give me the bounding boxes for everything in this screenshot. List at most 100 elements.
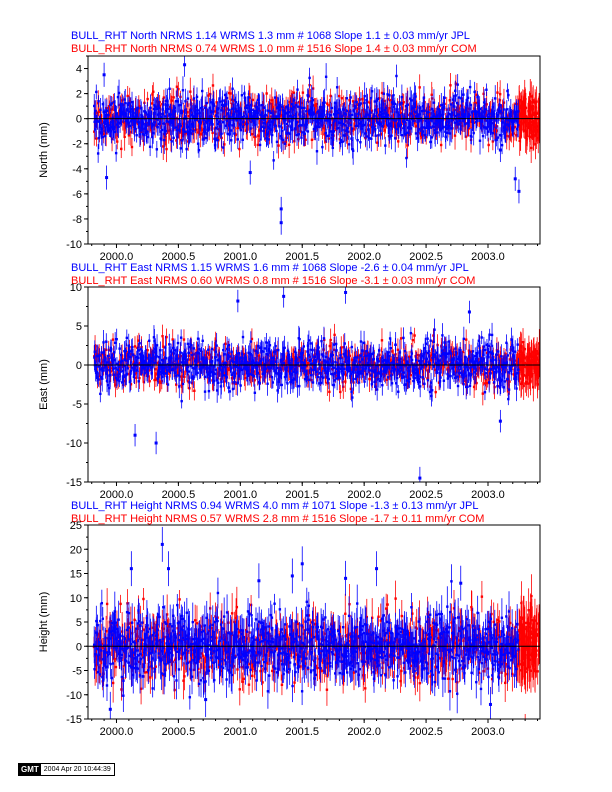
data-point — [242, 114, 246, 118]
data-point — [462, 114, 465, 117]
data-point — [529, 113, 532, 117]
data-point — [399, 112, 402, 115]
data-point — [372, 125, 376, 129]
data-point — [477, 111, 481, 114]
data-point — [456, 370, 459, 373]
data-point — [529, 92, 532, 96]
data-point — [187, 132, 190, 136]
data-point — [426, 126, 429, 130]
data-point — [217, 107, 220, 110]
data-point — [366, 105, 369, 109]
data-point — [96, 152, 100, 155]
data-point — [128, 110, 132, 113]
data-point — [104, 134, 107, 138]
data-point — [110, 348, 113, 351]
data-point — [524, 365, 528, 369]
data-point — [224, 342, 227, 346]
data-point — [258, 143, 262, 147]
data-point — [485, 381, 488, 385]
data-point — [396, 127, 399, 131]
data-point — [526, 116, 530, 120]
data-point — [517, 123, 520, 127]
data-point — [204, 106, 207, 109]
data-point — [315, 102, 319, 106]
data-point — [537, 106, 540, 110]
data-point — [538, 360, 540, 363]
data-point — [120, 110, 124, 114]
data-point — [104, 118, 108, 122]
data-point — [451, 351, 454, 354]
data-point — [338, 94, 341, 98]
data-point — [195, 112, 199, 115]
outlier-point — [183, 63, 187, 67]
data-point — [354, 124, 357, 128]
data-point — [453, 121, 456, 124]
data-point — [506, 123, 509, 126]
data-point — [322, 127, 325, 130]
data-point — [370, 109, 374, 112]
data-point — [484, 108, 488, 111]
data-point — [288, 114, 292, 118]
data-point — [305, 110, 308, 113]
data-point — [475, 93, 479, 97]
data-point — [335, 370, 338, 374]
data-point — [446, 131, 449, 135]
data-point — [234, 382, 238, 385]
data-point — [208, 353, 211, 356]
data-point — [398, 113, 401, 117]
data-point — [490, 119, 493, 123]
data-point — [330, 136, 333, 140]
data-point — [534, 143, 537, 146]
data-point — [169, 138, 173, 141]
data-point — [162, 96, 166, 99]
y-tick-label: 4 — [76, 64, 82, 76]
data-point — [200, 127, 203, 130]
data-point — [380, 107, 383, 110]
data-point — [350, 137, 353, 140]
data-point — [460, 116, 463, 120]
data-point — [206, 129, 209, 132]
data-point — [181, 122, 184, 126]
data-point — [467, 115, 470, 119]
data-point — [240, 116, 244, 119]
data-point — [480, 368, 483, 371]
data-point — [272, 118, 276, 121]
data-point — [111, 361, 114, 365]
data-point — [494, 97, 497, 100]
data-point — [514, 116, 517, 119]
data-point — [389, 358, 392, 362]
data-point — [342, 108, 345, 111]
data-point — [102, 351, 106, 354]
data-point — [538, 129, 540, 132]
data-point — [440, 345, 443, 348]
data-point — [524, 136, 527, 140]
data-point — [520, 381, 523, 384]
data-point — [176, 135, 179, 139]
data-point — [402, 126, 405, 130]
data-point — [528, 105, 531, 108]
data-point — [387, 126, 391, 129]
data-point — [130, 100, 134, 104]
data-point — [497, 113, 500, 117]
data-point — [213, 143, 217, 147]
data-point — [291, 128, 294, 132]
data-point — [302, 353, 305, 356]
data-point — [454, 94, 457, 97]
data-point — [308, 111, 311, 115]
data-point — [176, 128, 180, 132]
data-point — [224, 124, 228, 127]
data-point — [369, 124, 373, 127]
data-point — [211, 110, 214, 114]
data-point — [415, 361, 419, 364]
data-point — [155, 148, 159, 151]
data-point — [113, 100, 116, 104]
data-point — [516, 116, 519, 120]
data-point — [123, 111, 126, 115]
data-point — [205, 121, 209, 124]
data-point — [351, 149, 355, 152]
data-point — [110, 130, 113, 133]
data-point — [518, 98, 521, 102]
data-point — [209, 115, 212, 118]
data-point — [116, 378, 119, 382]
data-point — [322, 105, 326, 108]
